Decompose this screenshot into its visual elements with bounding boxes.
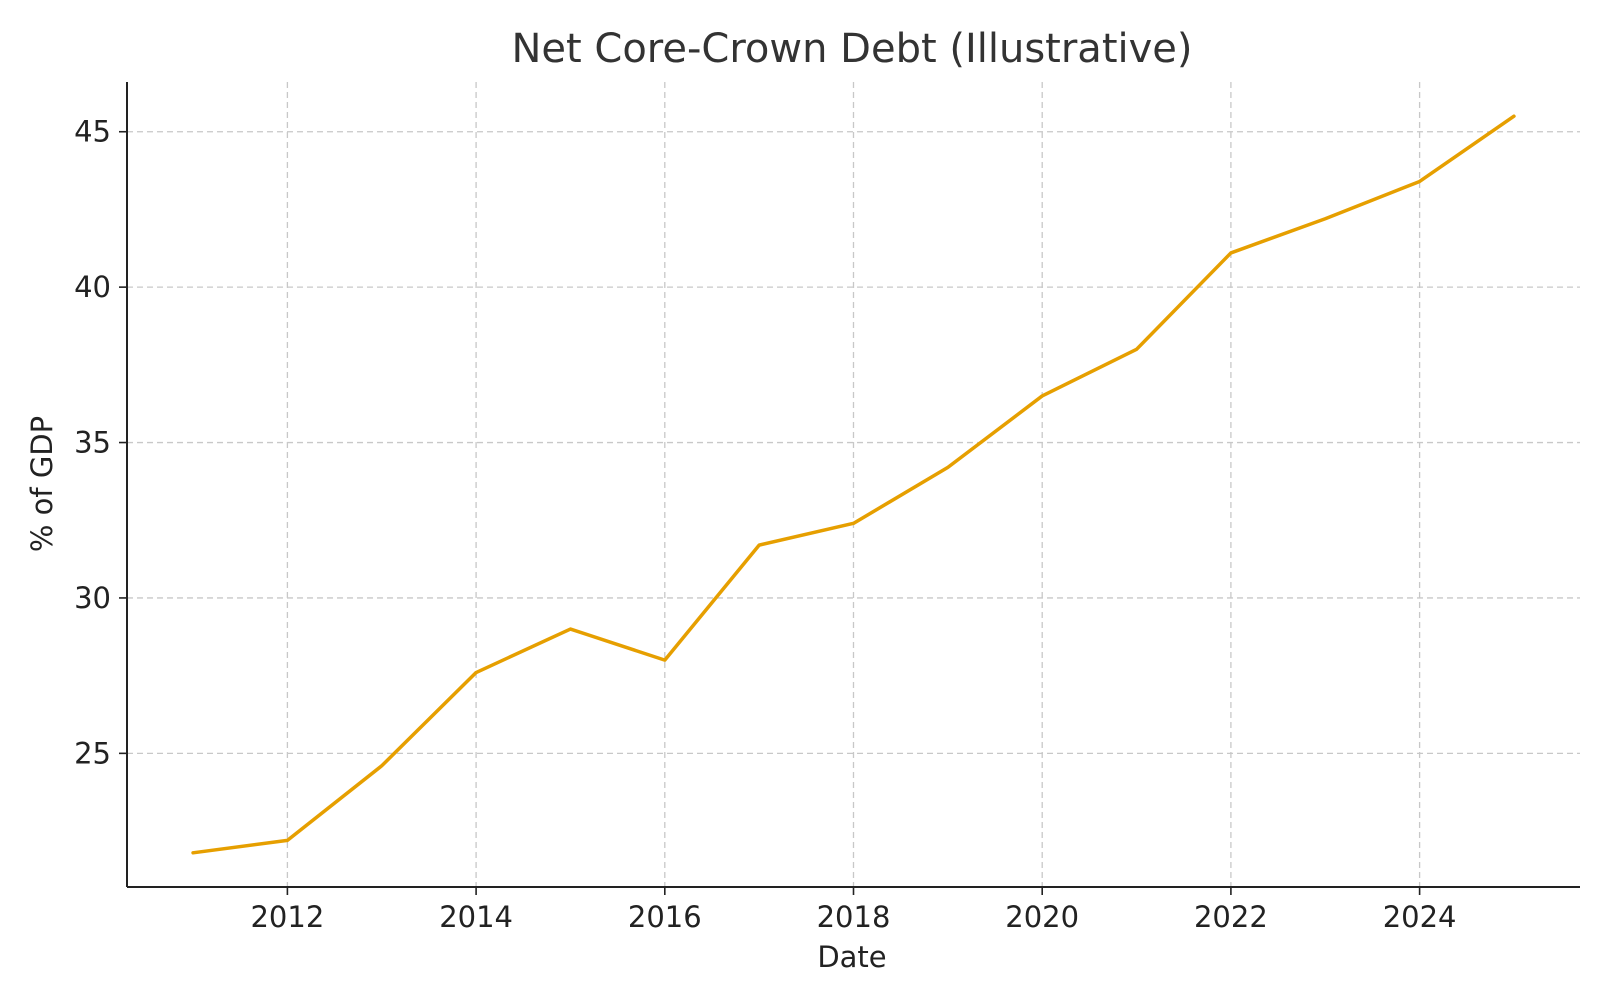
chart-title: Net Core-Crown Debt (Illustrative) [511,26,1192,72]
series-line [191,114,1516,855]
y-tick-label: 30 [74,581,111,615]
x-tick-label: 2014 [439,900,513,934]
y-tick-label: 40 [74,270,111,304]
x-tick-label: 2016 [628,900,702,934]
x-axis-label: Date [817,940,886,974]
y-tick-label: 45 [74,115,111,149]
series-layer [191,114,1516,855]
y-tick-label: 35 [74,426,111,460]
ticks: 2012 2014 2016 2018 2020 2022 2024 25 30 35 40 45 [74,115,1456,934]
x-tick-label: 2012 [250,900,324,934]
x-tick-label: 2018 [817,900,891,934]
y-tick-label: 25 [74,736,111,770]
x-tick-label: 2020 [1005,900,1079,934]
y-axis-label: % of GDP [25,416,59,552]
grid [127,82,1580,887]
x-tick-label: 2022 [1194,900,1268,934]
x-tick-label: 2024 [1383,900,1457,934]
